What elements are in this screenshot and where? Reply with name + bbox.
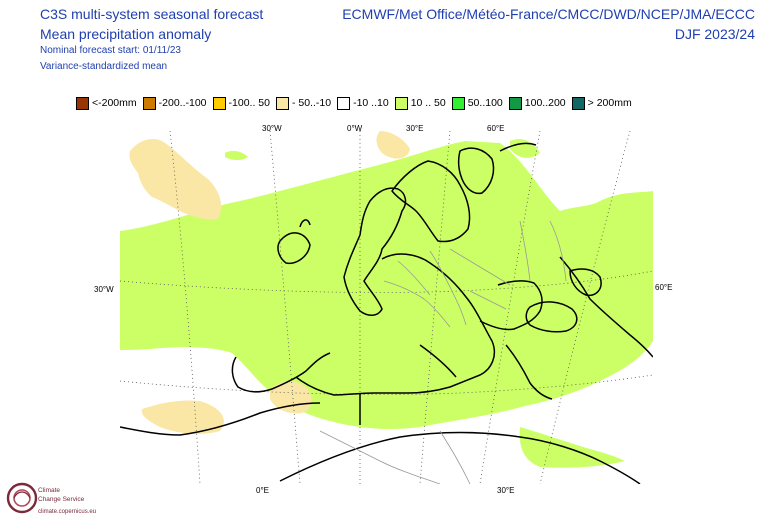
logo-name-line2: Change Service — [38, 496, 85, 503]
method-label: Variance-standardized mean — [40, 61, 168, 72]
axis-label-top: 30°E — [406, 124, 424, 133]
copernicus-logo — [6, 482, 38, 514]
legend-label: 10 .. 50 — [410, 97, 446, 109]
legend-swatch — [571, 96, 585, 110]
forecast-start: Nominal forecast start: 01/11/23 — [40, 45, 181, 56]
legend-item: -200..-100 — [142, 96, 207, 110]
logo-name-line1: Climate — [38, 487, 61, 494]
legend-swatch — [451, 96, 465, 110]
legend-item: <-200mm — [76, 96, 137, 110]
legend-label: 100..200 — [524, 97, 566, 109]
precipitation-map — [120, 131, 653, 484]
legend-swatch — [212, 96, 226, 110]
legend-label: <-200mm — [92, 97, 137, 109]
legend-item: -100.. 50 — [212, 96, 270, 110]
legend-swatch — [394, 96, 408, 110]
anomaly-region-10-50 — [120, 141, 653, 429]
legend-item: 50..100 — [451, 96, 503, 110]
legend-label: -100.. 50 — [228, 97, 270, 109]
legend-item: > 200mm — [571, 96, 632, 110]
legend-label: -200..-100 — [158, 97, 207, 109]
axis-label-bottom: 0°E — [256, 486, 269, 495]
season-label: DJF 2023/24 — [674, 26, 755, 42]
legend-swatch — [142, 96, 156, 110]
legend-label: -10 ..10 — [353, 97, 389, 109]
legend-swatch — [337, 96, 351, 110]
systems-label: ECMWF/Met Office/Météo-France/CMCC/DWD/N… — [342, 6, 755, 22]
legend-item: -10 ..10 — [337, 96, 389, 110]
axis-label-left: 30°W — [94, 285, 114, 294]
color-legend: <-200mm -200..-100 -100.. 50 - 50..-10 -… — [76, 94, 638, 112]
logo-url: climate.copernicus.eu — [38, 509, 97, 515]
legend-label: > 200mm — [587, 97, 632, 109]
legend-item: 100..200 — [508, 96, 566, 110]
legend-swatch — [508, 96, 522, 110]
axis-label-bottom: 30°E — [497, 486, 515, 495]
legend-item: 10 .. 50 — [394, 96, 446, 110]
legend-item: - 50..-10 — [275, 96, 332, 110]
title-line1: C3S multi-system seasonal forecast — [40, 6, 264, 22]
axis-label-right: 60°E — [655, 283, 673, 292]
axis-label-top: 30°W — [262, 124, 282, 133]
legend-label: 50..100 — [467, 97, 503, 109]
axis-label-top: 0°W — [347, 124, 363, 133]
legend-label: - 50..-10 — [291, 97, 332, 109]
legend-swatch — [76, 96, 89, 110]
title-line2: Mean precipitation anomaly — [40, 26, 212, 42]
legend-swatch — [275, 96, 289, 110]
axis-label-top: 60°E — [487, 124, 505, 133]
